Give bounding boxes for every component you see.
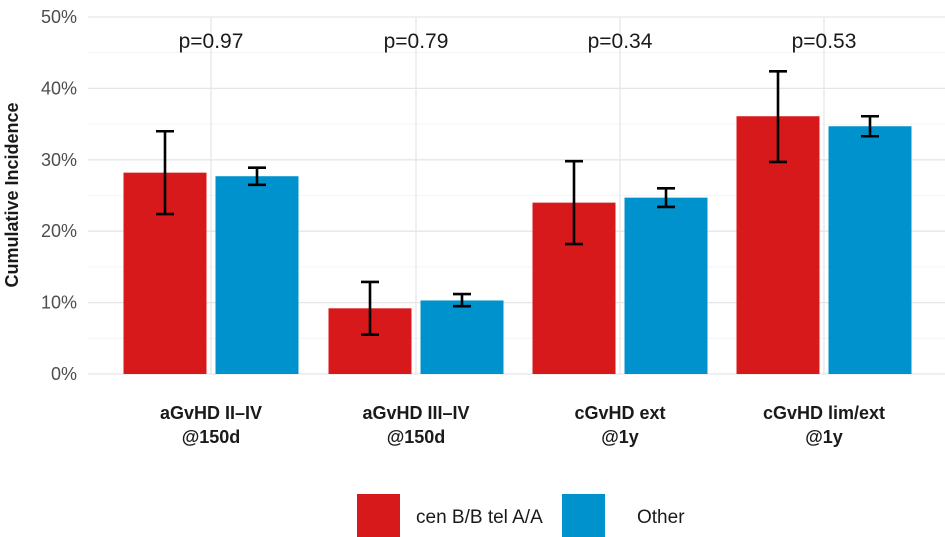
x-category-label: @150d bbox=[182, 427, 241, 447]
bar-other-3 bbox=[624, 197, 708, 374]
y-tick-label: 0% bbox=[51, 364, 77, 384]
p-value-label: p=0.79 bbox=[384, 30, 449, 53]
y-tick-label: 50% bbox=[41, 7, 77, 27]
bar-other-4 bbox=[828, 126, 912, 374]
error-bar bbox=[248, 166, 266, 187]
x-category-label: @1y bbox=[805, 427, 843, 447]
x-axis-labels: aGvHD II–IV @150d aGvHD III–IV @150d cGvHD e… bbox=[160, 403, 885, 447]
error-bar bbox=[156, 129, 174, 216]
x-category-label: aGvHD II–IV bbox=[160, 403, 262, 423]
legend-swatch bbox=[562, 494, 605, 537]
x-category-label: cGvHD ext bbox=[574, 403, 665, 423]
legend-label: cen B/B tel A/A bbox=[416, 507, 543, 528]
x-category-label: @1y bbox=[601, 427, 639, 447]
x-category-label: cGvHD lim/ext bbox=[763, 403, 885, 423]
error-bar bbox=[861, 114, 879, 138]
bar-other-1 bbox=[215, 176, 299, 374]
p-value-label: p=0.97 bbox=[179, 30, 244, 53]
bars bbox=[123, 116, 912, 374]
legend-label: Other bbox=[637, 507, 685, 528]
y-tick-label: 20% bbox=[41, 221, 77, 241]
error-bars bbox=[156, 69, 879, 337]
p-value-label: p=0.34 bbox=[588, 30, 653, 53]
p-value-labels: p=0.97 p=0.79 p=0.34 p=0.53 bbox=[179, 30, 857, 53]
y-tick-label: 40% bbox=[41, 78, 77, 98]
error-bar bbox=[769, 69, 787, 164]
legend-swatch bbox=[357, 494, 400, 537]
error-bar bbox=[453, 292, 471, 308]
y-tick-label: 30% bbox=[41, 150, 77, 170]
x-category-label: aGvHD III–IV bbox=[362, 403, 469, 423]
x-category-label: @150d bbox=[387, 427, 446, 447]
bar-other-2 bbox=[420, 300, 504, 374]
y-axis-title: Cumulative Incidence bbox=[2, 102, 22, 287]
error-bar bbox=[565, 159, 583, 246]
y-tick-label: 10% bbox=[41, 293, 77, 313]
legend: cen B/B tel A/A Other bbox=[357, 494, 685, 537]
error-bar bbox=[361, 280, 379, 337]
y-axis-ticks: 0% 10% 20% 30% 40% 50% bbox=[41, 7, 77, 384]
error-bar bbox=[657, 187, 675, 209]
p-value-label: p=0.53 bbox=[792, 30, 857, 53]
